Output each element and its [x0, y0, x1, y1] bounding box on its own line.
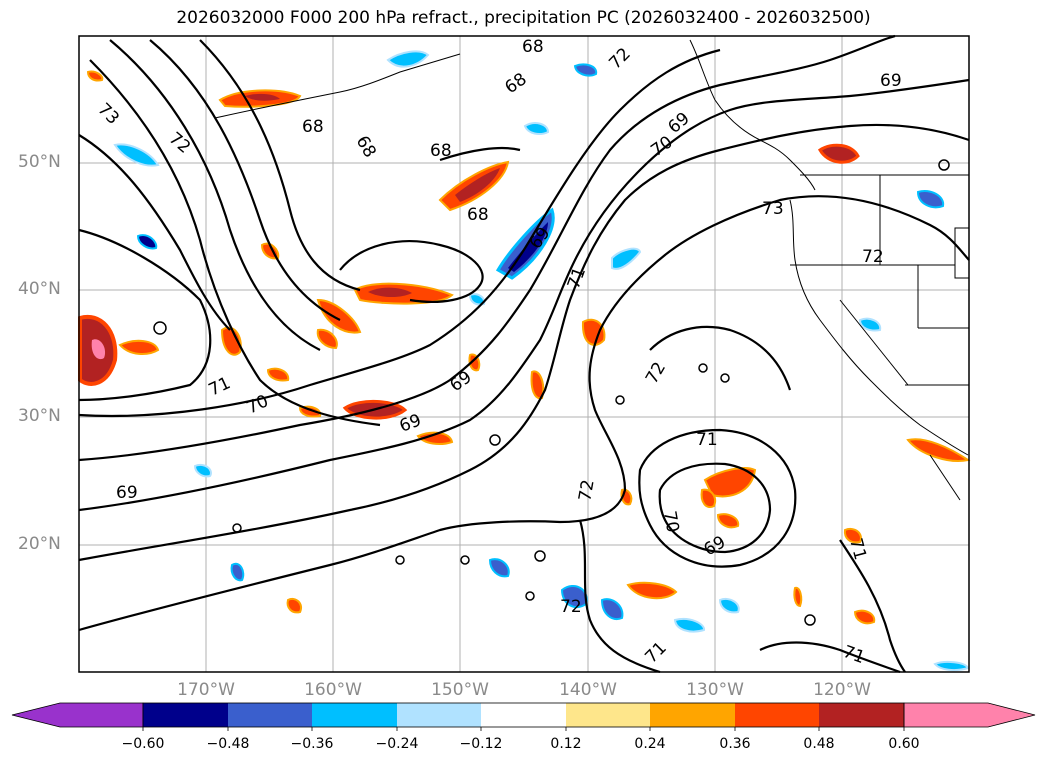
contour-label: 69: [116, 483, 138, 503]
contour-label: 69: [880, 71, 902, 91]
contour-label: 68: [430, 141, 452, 161]
political-borders: [790, 174, 970, 386]
colorbar-segment: [566, 703, 650, 727]
lon-label: 140°W: [559, 680, 617, 700]
contour-label: 71: [696, 430, 718, 450]
contour-label: 70: [659, 509, 682, 534]
lat-label: 50°N: [18, 152, 61, 172]
colorbar-tick-label: 0.48: [803, 736, 835, 752]
colorbar-tick-label: 0.60: [888, 736, 920, 752]
contour-label: 72: [560, 597, 582, 617]
colorbar-segment: [819, 703, 904, 727]
colorbar-segment: [312, 703, 397, 727]
colorbar-tick-label: −0.36: [290, 736, 334, 752]
colorbar-segment: [481, 703, 566, 727]
colorbar-segment: [143, 703, 228, 727]
colorbar-segment: [735, 703, 819, 727]
contour-label: 68: [522, 37, 544, 57]
colorbar-tick-label: −0.48: [206, 736, 250, 752]
precip-negative-areas: [113, 50, 970, 672]
contour-label: 73: [762, 199, 784, 219]
colorbar-tick-label: −0.12: [459, 736, 503, 752]
lon-label: 130°W: [686, 680, 744, 700]
colorbar-tick-label: −0.60: [121, 736, 165, 752]
colorbar-tick-label: 0.36: [719, 736, 751, 752]
graticule: [79, 36, 969, 672]
colorbar-extend-high: [903, 702, 1036, 728]
lon-label: 160°W: [304, 680, 362, 700]
map-title: 2026032000 F000 200 hPa refract., precip…: [176, 8, 871, 28]
contour-blips: [153, 159, 950, 626]
colorbar-segment: [228, 703, 312, 727]
colorbar-tick-label: 0.24: [634, 736, 666, 752]
map-border: [78, 35, 970, 673]
colorbar-segment: [397, 703, 481, 727]
map-panel: [79, 36, 969, 672]
lat-label: 30°N: [18, 406, 61, 426]
colorbar: [11, 702, 1036, 731]
colorbar-tick-label: −0.24: [375, 736, 419, 752]
lon-label: 150°W: [431, 680, 489, 700]
lat-label: 40°N: [18, 279, 61, 299]
precip-positive-areas: [78, 70, 971, 625]
colorbar-segment: [650, 703, 735, 727]
colorbar-tick-label: 0.12: [550, 736, 582, 752]
contour-label: 72: [862, 247, 884, 267]
lon-label: 120°W: [813, 680, 871, 700]
contour-label: 72: [575, 478, 598, 503]
contour-label: 68: [467, 205, 489, 225]
lon-label: 170°W: [177, 680, 235, 700]
lat-label: 20°N: [18, 534, 61, 554]
contour-label: 68: [302, 117, 324, 137]
refractivity-contours: [78, 34, 970, 674]
colorbar-extend-low: [11, 702, 144, 728]
